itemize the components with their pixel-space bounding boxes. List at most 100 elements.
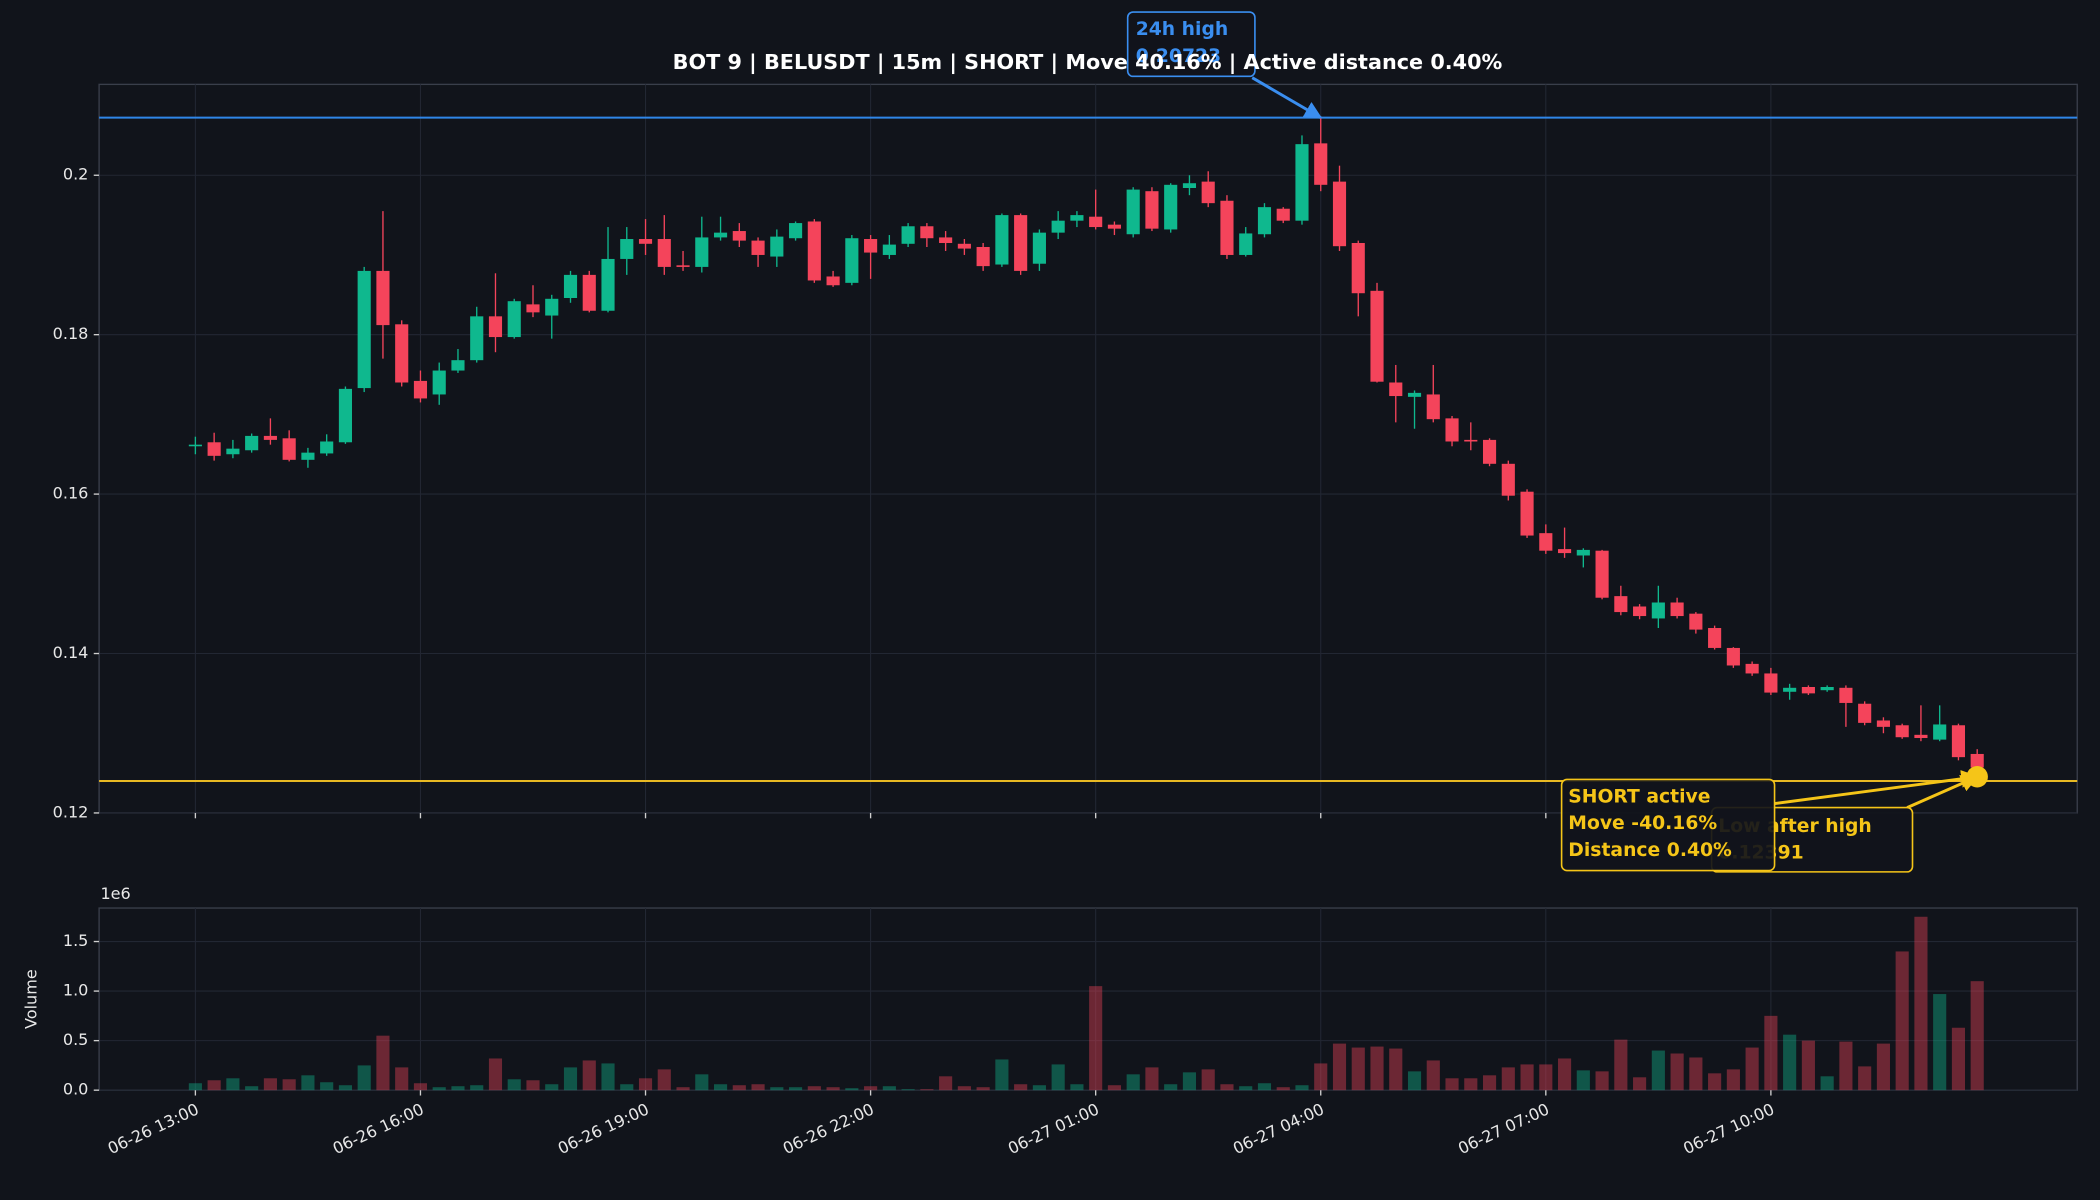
candle-body bbox=[507, 301, 521, 338]
candle-body bbox=[1933, 724, 1947, 740]
volume-bar bbox=[1595, 1071, 1609, 1091]
candle-body bbox=[1089, 216, 1103, 228]
candle-body bbox=[1801, 687, 1815, 694]
candle-body bbox=[1689, 613, 1703, 630]
volume-bar bbox=[1895, 951, 1909, 1091]
volume-bar bbox=[1520, 1064, 1534, 1091]
price-panel bbox=[98, 83, 2078, 814]
candle-body bbox=[338, 388, 352, 443]
candle-body bbox=[1520, 491, 1534, 536]
candle-body bbox=[432, 370, 446, 395]
volume-bar bbox=[263, 1078, 277, 1091]
candle-body bbox=[413, 380, 428, 399]
candle-body bbox=[545, 298, 559, 316]
volume-bar bbox=[1276, 1087, 1290, 1091]
y-tick-label: 0.0 bbox=[63, 1080, 89, 1099]
volume-bar bbox=[882, 1086, 896, 1091]
candle-body bbox=[1370, 290, 1384, 382]
volume-bar bbox=[338, 1085, 352, 1091]
volume-bar bbox=[1614, 1039, 1628, 1091]
candle-body bbox=[226, 448, 240, 455]
candle-body bbox=[1407, 392, 1422, 397]
annotation-text: 24h high bbox=[1136, 19, 1229, 40]
volume-bar bbox=[188, 1083, 202, 1091]
candle-body bbox=[1783, 687, 1797, 692]
candle-body bbox=[1445, 418, 1459, 442]
candle-body bbox=[864, 239, 878, 253]
volume-bar bbox=[1426, 1060, 1440, 1091]
candle-body bbox=[1145, 191, 1159, 229]
candle-body bbox=[789, 223, 803, 239]
annotation-text: SHORT active bbox=[1568, 786, 1710, 807]
candle-body bbox=[245, 435, 259, 451]
volume-bar bbox=[451, 1086, 465, 1091]
volume-bar bbox=[770, 1087, 784, 1091]
marker-dot bbox=[1966, 766, 1988, 788]
volume-bar bbox=[1089, 986, 1103, 1091]
annotation-box bbox=[1126, 11, 1256, 78]
volume-bar bbox=[620, 1084, 634, 1091]
candle-body bbox=[882, 244, 896, 255]
volume-bar bbox=[1970, 981, 1984, 1091]
candle-body bbox=[1726, 647, 1740, 666]
volume-bar bbox=[1576, 1070, 1590, 1091]
volume-bar bbox=[282, 1079, 296, 1091]
candle-body bbox=[1351, 243, 1365, 294]
candle-body bbox=[1764, 673, 1778, 693]
candle-body bbox=[713, 232, 728, 238]
volume-bar bbox=[1070, 1084, 1084, 1091]
candle-body bbox=[601, 258, 615, 311]
volume-bar bbox=[320, 1082, 334, 1091]
volume-bar bbox=[563, 1067, 578, 1091]
volume-bar bbox=[1820, 1076, 1834, 1091]
candle-body bbox=[188, 444, 202, 447]
candle-body bbox=[1670, 602, 1684, 617]
volume-bar bbox=[301, 1075, 315, 1091]
volume-bar bbox=[1914, 916, 1928, 1091]
volume-bar bbox=[1445, 1078, 1459, 1091]
volume-bar bbox=[545, 1084, 559, 1091]
volume-bar bbox=[1708, 1073, 1722, 1091]
volume-bar bbox=[395, 1067, 409, 1091]
candle-body bbox=[620, 239, 634, 259]
volume-bar bbox=[470, 1085, 484, 1091]
volume-bar bbox=[1145, 1067, 1159, 1091]
annotation-arrow bbox=[1774, 770, 1979, 806]
candle-body bbox=[1276, 208, 1290, 221]
candle-body bbox=[1708, 628, 1722, 648]
volume-bar bbox=[1164, 1084, 1178, 1091]
candle-body bbox=[770, 236, 784, 257]
annotation-text: Move -40.16% bbox=[1568, 813, 1717, 834]
annotation-box bbox=[1560, 778, 1776, 872]
candle-body bbox=[1332, 181, 1347, 247]
candle-body bbox=[1032, 232, 1046, 264]
candle-body bbox=[1839, 687, 1853, 703]
y-axis-label: Volume bbox=[22, 969, 41, 1029]
candle-body bbox=[1295, 144, 1309, 221]
volume-bar bbox=[1539, 1064, 1553, 1091]
candle-body bbox=[1820, 687, 1834, 691]
candle-body bbox=[376, 270, 390, 326]
volume-bar bbox=[1858, 1066, 1872, 1091]
candle-body bbox=[920, 226, 934, 239]
candle-body bbox=[995, 215, 1009, 265]
volume-bar bbox=[1014, 1084, 1028, 1091]
candle-body bbox=[638, 239, 653, 244]
annotation-arrow bbox=[1251, 76, 1323, 119]
volume-bar bbox=[601, 1063, 615, 1091]
volume-bar bbox=[1801, 1040, 1815, 1091]
candle-body bbox=[320, 441, 334, 454]
volume-bar bbox=[1951, 1027, 1966, 1091]
candle-body bbox=[1576, 549, 1590, 556]
volume-bar bbox=[1351, 1047, 1365, 1091]
candle-body bbox=[939, 237, 953, 244]
candle-body bbox=[1014, 215, 1028, 271]
volume-bar bbox=[1633, 1077, 1647, 1091]
volume-bar bbox=[939, 1076, 953, 1091]
y-tick-label: 1.0 bbox=[63, 981, 89, 1000]
candle-body bbox=[451, 360, 465, 371]
candle-body bbox=[1182, 183, 1197, 189]
volume-bar bbox=[1220, 1084, 1234, 1091]
